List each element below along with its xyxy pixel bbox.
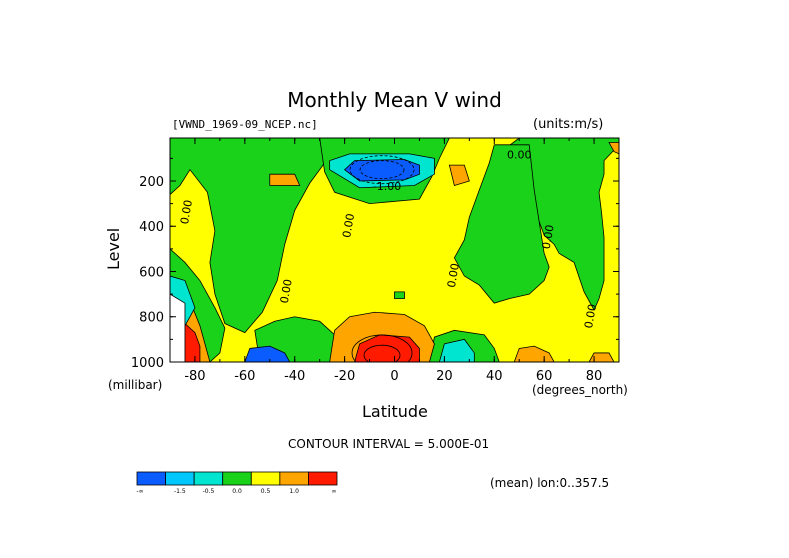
contour-label: 0.00 [507,148,532,161]
contour-label: 0.00 [178,199,195,225]
units-label: (units:m/s) [533,117,604,132]
colorbar-label: 0.5 [261,488,271,495]
colorbar-swatch [165,471,195,486]
colorbar-swatch [193,471,224,486]
y-tick-label: 600 [139,265,164,280]
colorbar-label: 1.0 [289,488,299,495]
neg-region-nh-mid [453,144,550,304]
x-tick-label: 80 [586,369,603,384]
x-tick-label: 60 [536,369,553,384]
colorbar-label: -0.5 [203,488,215,495]
contour-interval-text: CONTOUR INTERVAL = 5.000E-01 [288,437,490,451]
x-tick-label: -20 [334,369,355,384]
y-tick-label: 1000 [131,356,164,371]
y-tick-label: 800 [139,311,164,326]
dataset-label: [VWND_1969-09_NCEP.nc] [172,118,318,131]
y-units-label: (millibar) [108,378,163,392]
x-tick-label: -80 [184,369,205,384]
mean-text: (mean) lon:0..357.5 [490,476,610,490]
colorbar-swatch [279,471,309,486]
missing-region-polar [170,293,186,362]
pos-region-small-c [608,142,619,155]
max-region-tropical [354,334,420,362]
pos-region-small-b [269,173,301,186]
y-axis-title: Level [104,227,123,270]
x-tick-label: 40 [486,369,503,384]
colorbar-swatch [136,471,166,486]
x-tick-label: 20 [436,369,453,384]
solid-contour-tropical-inner [363,344,401,362]
contour-label: 0.00 [582,303,599,329]
y-tick-label: 200 [139,175,164,190]
x-tick-label: 0 [390,369,398,384]
contour-label: 0.00 [340,212,357,238]
dashed-contour-b [359,160,405,180]
colorbar-label: -∞ [136,488,143,495]
contour-label: 0.00 [540,224,557,250]
neg-region-small [394,291,405,300]
neg-region-sh-upper [170,138,326,334]
chart-title: Monthly Mean V wind [287,88,502,112]
dashed-contour-a [349,155,415,185]
pos-region-nh-b [588,352,615,362]
x-units-label: (degrees_north) [532,383,628,397]
contour-label: -1.00 [373,180,401,193]
contour-field: 0.00 -1.00 0.00 0.00 0.00 0.00 0.00 0.00 [170,138,619,362]
x-tick-label: -40 [284,369,305,384]
colorbar-swatch [308,471,338,486]
min-region-sh-surface [244,345,291,362]
solid-contour-tropical [351,334,413,362]
colorbar-label: 0.0 [232,488,242,495]
contour-label: 0.00 [278,278,295,304]
colorbar-swatch [250,471,281,486]
x-tick-label: -60 [234,369,255,384]
x-axis-title: Latitude [362,402,428,421]
colorbar-label: -1.5 [174,488,186,495]
pos-region-small-a [448,164,470,187]
contour-label: 0.00 [445,262,462,288]
y-tick-label: 400 [139,220,164,235]
colorbar-swatch [222,471,252,486]
colorbar-label: ∞ [332,488,337,495]
min-region-nh-surface [438,338,475,362]
